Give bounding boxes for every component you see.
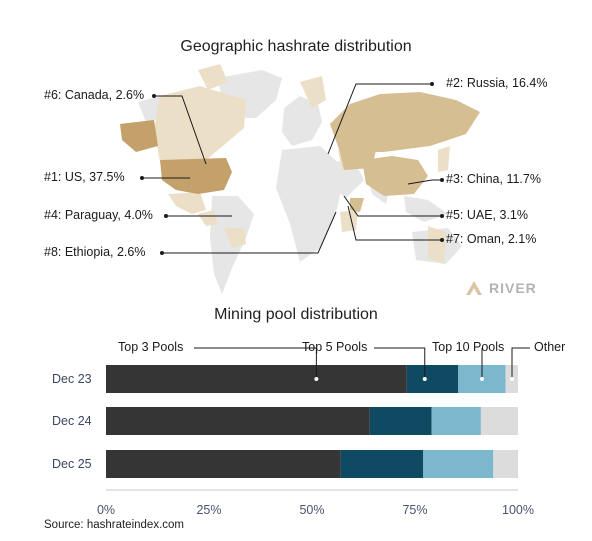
china-dot bbox=[440, 178, 444, 182]
ethiopia-dot bbox=[160, 251, 164, 255]
europe-shape bbox=[282, 96, 322, 146]
legend-top-5-pools: Top 5 Pools bbox=[302, 340, 368, 354]
row-label-dec-23: Dec 23 bbox=[52, 372, 92, 386]
southeast-asia-shape bbox=[404, 196, 448, 222]
paraguay-region-shape bbox=[224, 228, 246, 248]
bar-dec-23-top-3-pools bbox=[106, 365, 407, 393]
bar-dec-25-top-3-pools bbox=[106, 450, 341, 478]
row-label-dec-24: Dec 24 bbox=[52, 414, 92, 428]
uae-leader bbox=[343, 195, 442, 217]
river-logo-icon bbox=[466, 281, 482, 295]
china-shape bbox=[362, 156, 428, 196]
mexico-shape bbox=[168, 192, 206, 214]
bar-dec-24-top-5-pools bbox=[369, 407, 432, 435]
legend-other: Other bbox=[534, 340, 566, 354]
russia-leader bbox=[327, 83, 432, 155]
kazakhstan-shape bbox=[340, 150, 376, 170]
central-america-shape bbox=[198, 210, 218, 226]
legend-leader-top-5 bbox=[374, 347, 426, 379]
legend-top-10-pools: Top 10 Pools bbox=[432, 340, 505, 354]
legend-leader-other-dot bbox=[510, 377, 514, 381]
river-logo-text: RIVER bbox=[489, 280, 537, 296]
medium-hashrate-regions bbox=[330, 92, 480, 212]
canada-arctic-shape bbox=[198, 64, 228, 90]
bar-dec-25-top-10-pools bbox=[423, 450, 494, 478]
legend-leader-top-10-dot bbox=[480, 377, 484, 381]
legend-leader-other bbox=[511, 347, 530, 379]
chart-title: Mining pool distribution bbox=[214, 306, 378, 323]
ethiopia-shape bbox=[340, 210, 358, 232]
scandinavia-shape bbox=[300, 76, 326, 108]
mining-pool-chart bbox=[106, 347, 530, 491]
china-leader bbox=[407, 179, 442, 185]
bar-dec-25-top-5-pools bbox=[340, 450, 424, 478]
label-uae: #5: UAE, 3.1% bbox=[446, 208, 528, 222]
alaska-shape bbox=[120, 120, 158, 152]
us-dot bbox=[140, 176, 144, 180]
label-russia: #2: Russia, 16.4% bbox=[446, 76, 548, 90]
canada-shape bbox=[154, 86, 246, 162]
middle-east-shape bbox=[330, 160, 364, 198]
leader-lines bbox=[142, 83, 442, 254]
label-paraguay: #4: Paraguay, 4.0% bbox=[44, 208, 153, 222]
map-title: Geographic hashrate distribution bbox=[180, 38, 412, 55]
row-label-dec-25: Dec 25 bbox=[52, 457, 92, 471]
us-shape bbox=[160, 158, 232, 194]
x-tick-100: 100% bbox=[502, 503, 534, 517]
world-map bbox=[120, 64, 480, 294]
leader-dots bbox=[140, 82, 444, 255]
canada-dot bbox=[152, 94, 156, 98]
bar-dec-24-top-10-pools bbox=[431, 407, 481, 435]
canada-leader bbox=[154, 95, 207, 165]
russia-shape bbox=[330, 92, 480, 152]
indonesia-shape bbox=[428, 226, 446, 264]
bar-dec-25-other bbox=[493, 450, 518, 478]
label-oman: #7: Oman, 2.1% bbox=[446, 232, 537, 246]
label-us: #1: US, 37.5% bbox=[44, 170, 125, 184]
label-canada: #6: Canada, 2.6% bbox=[44, 88, 145, 102]
dark-hashrate-regions bbox=[120, 120, 232, 194]
bar-dec-24-top-3-pools bbox=[106, 407, 370, 435]
x-tick-75: 75% bbox=[402, 503, 428, 517]
x-tick-25: 25% bbox=[196, 503, 222, 517]
x-tick-50: 50% bbox=[299, 503, 325, 517]
japan-shape bbox=[438, 146, 450, 172]
legend-top-3-pools: Top 3 Pools bbox=[118, 340, 184, 354]
russia-dot bbox=[430, 82, 434, 86]
source-note: Source: hashrateindex.com bbox=[44, 519, 184, 531]
river-logo: RIVER bbox=[465, 280, 537, 296]
legend-leader-top-3 bbox=[194, 347, 317, 379]
label-china: #3: China, 11.7% bbox=[446, 172, 541, 186]
legend-leader-top-3-dot bbox=[314, 377, 319, 381]
africa-shape bbox=[276, 146, 344, 262]
legend-leader-top-5-dot bbox=[422, 377, 427, 381]
bar-dec-24-other bbox=[480, 407, 518, 435]
ethiopia-leader bbox=[162, 211, 337, 254]
oman-dot bbox=[440, 238, 444, 242]
oman-leader bbox=[347, 205, 442, 241]
bar-dec-23-top-5-pools bbox=[406, 365, 459, 393]
x-tick-0: 0% bbox=[96, 503, 116, 517]
label-ethiopia: #8: Ethiopia, 2.6% bbox=[44, 245, 146, 259]
paraguay-dot bbox=[164, 214, 168, 218]
uae-dot bbox=[440, 214, 444, 218]
oman-shape bbox=[350, 198, 364, 212]
